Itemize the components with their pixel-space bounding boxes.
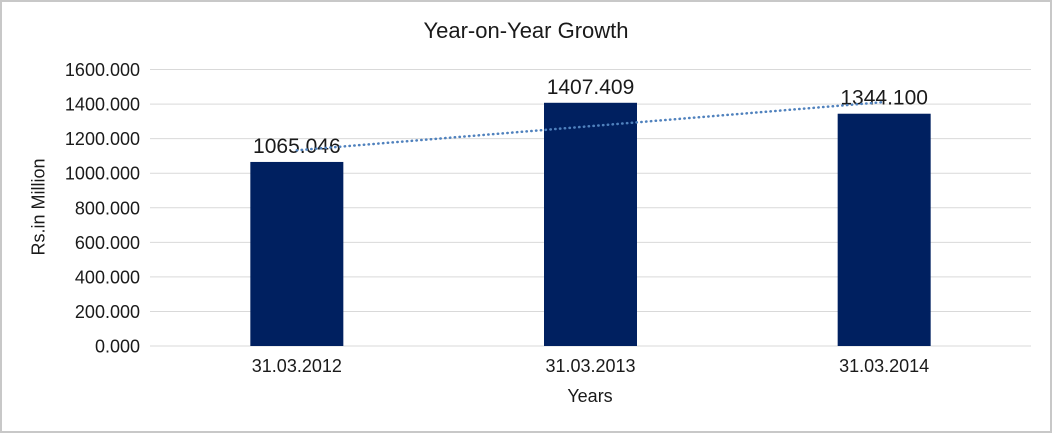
y-tick-label: 800.000 xyxy=(75,198,140,218)
data-label: 1407.409 xyxy=(547,76,635,99)
y-tick-label: 200.000 xyxy=(75,302,140,322)
y-tick-label: 0.000 xyxy=(95,337,140,357)
chart-title: Year-on-Year Growth xyxy=(423,18,629,43)
data-label: 1344.100 xyxy=(840,87,928,110)
data-label: 1065.046 xyxy=(253,135,341,158)
x-tick-label: 31.03.2012 xyxy=(252,356,342,376)
bar xyxy=(250,161,344,346)
x-tick-label: 31.03.2014 xyxy=(839,356,929,376)
x-axis-title: Years xyxy=(567,386,613,406)
trendline xyxy=(295,100,886,152)
y-tick-label: 1600.000 xyxy=(65,60,140,80)
y-tick-label: 600.000 xyxy=(75,233,140,253)
y-tick-label: 1000.000 xyxy=(65,164,140,184)
bar xyxy=(544,102,637,346)
y-tick-label: 400.000 xyxy=(75,267,140,287)
bar xyxy=(837,113,931,346)
y-tick-label: 1400.000 xyxy=(65,95,140,115)
y-tick-label: 1200.000 xyxy=(65,129,140,149)
x-tick-label: 31.03.2013 xyxy=(545,356,635,376)
